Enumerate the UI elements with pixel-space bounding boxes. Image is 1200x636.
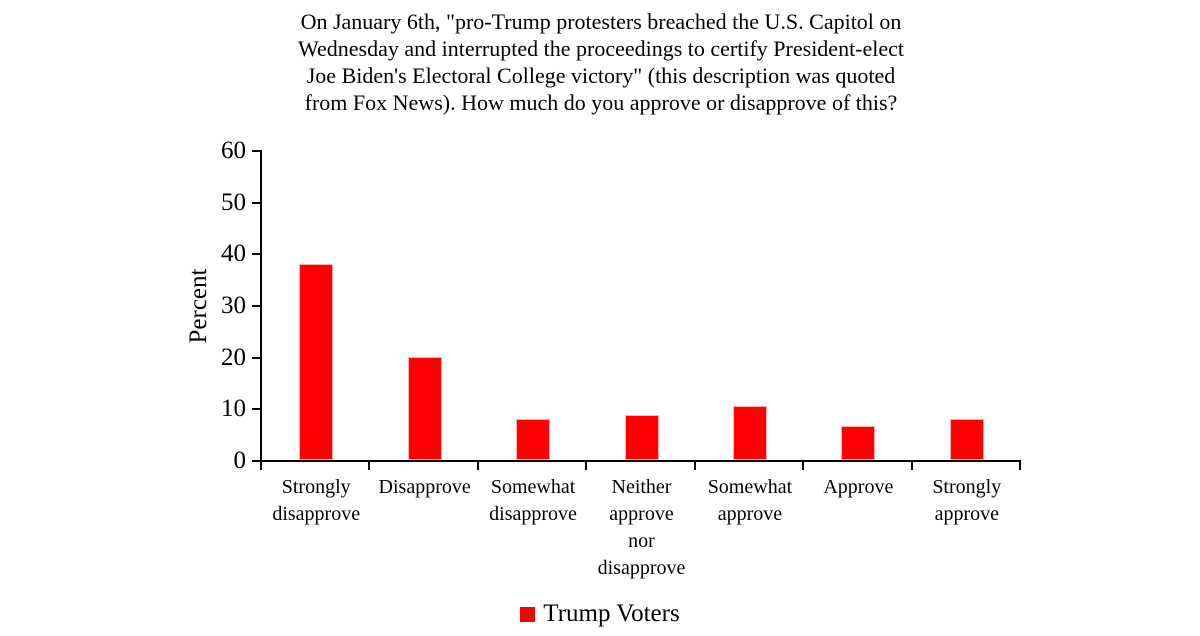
legend: Trump Voters xyxy=(0,599,1200,629)
x-axis-line xyxy=(260,460,1021,462)
x-tick-mark xyxy=(260,462,262,470)
y-tick-label: 40 xyxy=(221,240,246,268)
bar-approve xyxy=(841,426,876,460)
x-category-label: Disapprove xyxy=(378,476,471,498)
x-category-label: Approve xyxy=(823,476,894,498)
y-tick-mark xyxy=(252,150,260,152)
y-tick-mark xyxy=(252,356,260,359)
x-tick-mark xyxy=(910,462,913,470)
x-tick-mark xyxy=(585,462,588,470)
x-category-label: Strongly disapprove xyxy=(272,476,361,525)
x-tick-mark xyxy=(476,462,479,470)
y-tick-mark xyxy=(252,253,260,256)
x-category-label: Somewhat approve xyxy=(707,476,793,525)
bar-somewhat-approve xyxy=(732,405,767,460)
y-tick-label: 60 xyxy=(221,137,246,164)
y-tick-label: 30 xyxy=(221,292,246,319)
y-tick-mark xyxy=(252,305,260,307)
x-tick-mark xyxy=(802,462,805,470)
chart-title: On January 6th, "pro-Trump protesters br… xyxy=(297,9,905,115)
y-tick-mark xyxy=(252,408,260,411)
bar-disapprove xyxy=(407,356,442,460)
bar-strongly-disapprove xyxy=(299,263,334,460)
x-tick-mark xyxy=(693,462,696,470)
legend-swatch-icon xyxy=(520,606,536,622)
x-tick-mark xyxy=(368,462,371,470)
y-tick-label: 20 xyxy=(221,343,246,371)
x-category-label: Neither approve nor disapprove xyxy=(597,476,686,579)
y-tick-label: 0 xyxy=(233,447,247,474)
bar-neither-approve-nor-disapprove xyxy=(624,415,659,460)
bar-somewhat-disapprove xyxy=(516,418,551,460)
y-tick-mark xyxy=(252,460,260,462)
x-category-label: Strongly approve xyxy=(932,476,1002,525)
y-tick-mark xyxy=(252,201,260,204)
legend-entry-label: Trump Voters xyxy=(543,600,680,627)
y-tick-label: 50 xyxy=(221,188,246,216)
x-category-label: Somewhat disapprove xyxy=(489,476,577,525)
bar-strongly-approve xyxy=(949,418,984,460)
x-tick-mark xyxy=(1019,462,1021,470)
y-axis-line xyxy=(260,150,262,462)
y-tick-label: 10 xyxy=(221,395,246,423)
